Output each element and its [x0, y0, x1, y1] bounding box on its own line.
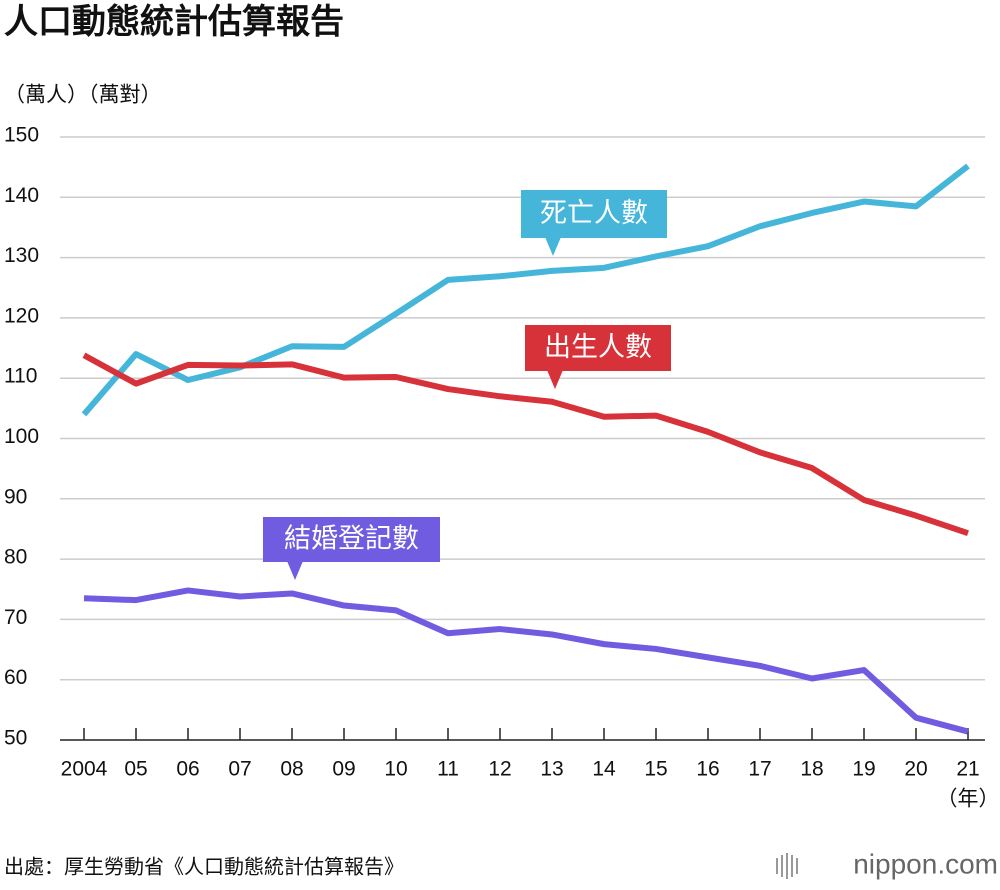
chart-title: 人口動態統計估算報告	[4, 3, 344, 41]
x-tick-label: 10	[384, 758, 407, 781]
y-tick-label: 80	[4, 546, 27, 569]
y-tick-label: 130	[4, 244, 39, 267]
x-tick-label: 2004	[61, 758, 108, 781]
x-tick-label: 19	[852, 758, 875, 781]
callout-pointer	[547, 370, 563, 389]
source: 出處：厚生勞動省《人口動態統計估算報告》	[4, 855, 404, 878]
x-tick-label: 14	[592, 758, 616, 781]
x-tick-label: 16	[696, 758, 719, 781]
x-tick-label: 13	[540, 758, 563, 781]
x-tick-label: 06	[176, 758, 199, 781]
callout-box	[521, 190, 667, 238]
y-tick-label: 60	[4, 666, 27, 689]
legend-label: 出生人數	[544, 332, 652, 362]
x-tick-label: 20	[904, 758, 927, 781]
x-tick-label: 15	[644, 758, 667, 781]
legend-label: 死亡人數	[540, 198, 648, 228]
legend-label: 結婚登記數	[284, 524, 419, 554]
x-tick-label: 08	[280, 758, 303, 781]
callout-box	[263, 517, 440, 562]
x-tick-label: 18	[800, 758, 823, 781]
x-tick-label: 09	[332, 758, 355, 781]
x-tick-label: 11	[437, 758, 459, 781]
x-tick-label: 07	[228, 758, 251, 781]
y-tick-label: 100	[4, 425, 39, 448]
logo: nippon.com	[853, 848, 998, 879]
y-tick-label: 70	[4, 606, 27, 629]
callout-pointer	[287, 561, 303, 580]
series-line	[81, 163, 970, 417]
callout-pointer	[545, 237, 561, 256]
y-tick-label: 140	[4, 184, 39, 207]
x-tick-label: 12	[488, 758, 511, 781]
y-tick-label: 110	[4, 365, 37, 388]
y-tick-label: 90	[4, 485, 27, 508]
y-tick-label: 120	[4, 304, 39, 327]
logo-icon	[776, 853, 798, 879]
x-tick-label: 05	[124, 758, 147, 781]
y-tick-label: 50	[4, 727, 27, 750]
series-line	[82, 352, 969, 537]
x-tick-label: 21	[956, 758, 979, 781]
y-tick-label: 150	[4, 124, 39, 147]
callout-box	[525, 325, 671, 371]
y-axis-label: （萬人）（萬對）	[4, 84, 162, 107]
x-axis-label: （年）	[937, 788, 1000, 811]
series-line	[83, 587, 969, 735]
x-tick-label: 17	[748, 758, 771, 781]
